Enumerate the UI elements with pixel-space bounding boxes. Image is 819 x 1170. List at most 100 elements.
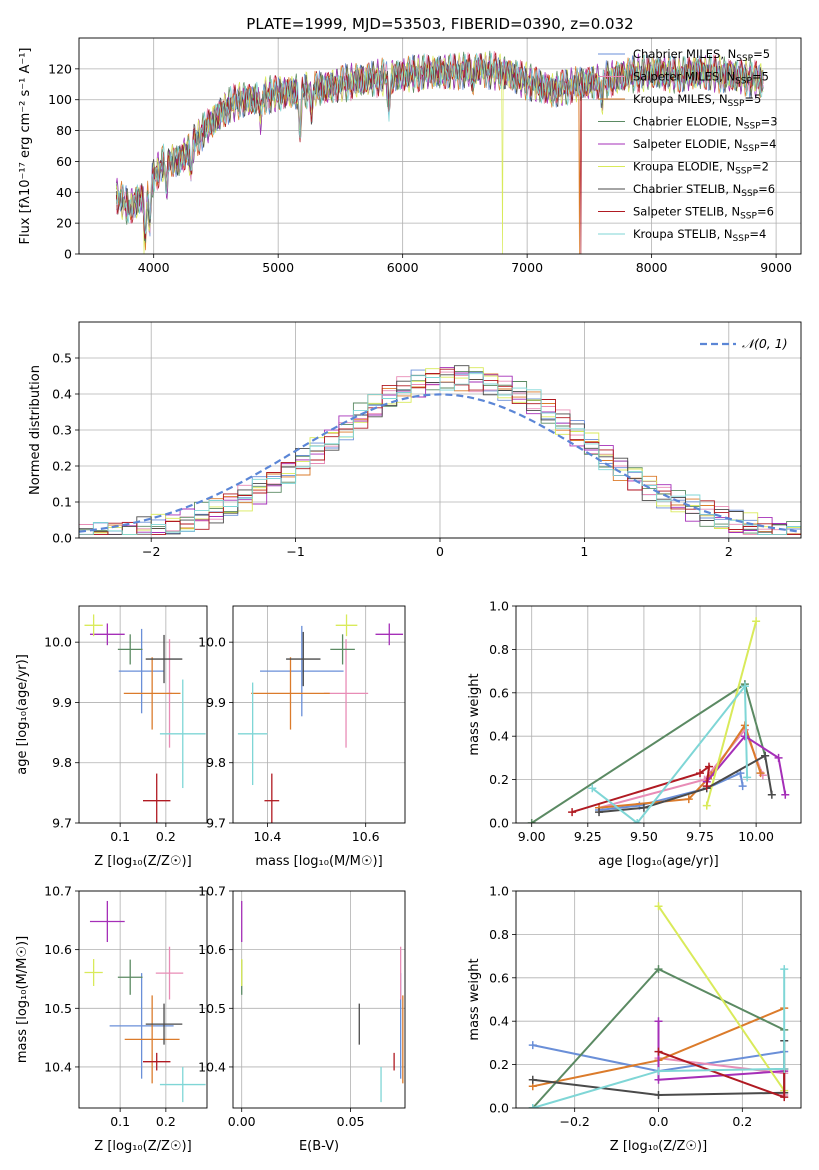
y-tick-label: 0.1 [52, 495, 72, 510]
panel-mass_vs_ebv: 0.00 0.05 10.4 10.5 10.6 10.7 E(B-V) [198, 884, 406, 1154]
spectrum-legend: Chabrier MILES, NSSP=5 Salpeter MILES, NS… [598, 47, 778, 244]
x-tick-label: 9.00 [518, 829, 546, 844]
data-point-5 [335, 614, 358, 637]
data-point-4 [89, 623, 125, 646]
y-tick-label: 0.0 [489, 816, 509, 831]
y-tick-label: 20 [56, 216, 72, 231]
y-tick-label: 0.0 [52, 531, 72, 546]
legend-entry: Kroupa MILES, NSSP=5 [633, 92, 761, 109]
data-point-6 [145, 1003, 183, 1045]
weight-marker [654, 965, 663, 974]
weight-marker [704, 762, 713, 771]
y-tick-label: 0.3 [52, 423, 72, 438]
legend-entry: Kroupa ELODIE, NSSP=2 [633, 160, 769, 177]
data-point-4 [89, 900, 125, 943]
weight-marker [684, 795, 693, 804]
x-axis-label: Z [log₁₀(Z/Z☉)] [94, 1139, 191, 1154]
weight-marker [568, 808, 577, 817]
data-point-4 [375, 623, 404, 646]
x-tick-label: 0.2 [156, 1114, 176, 1129]
x-axis-label: Z [log₁₀(Z/Z☉)] [610, 1139, 707, 1154]
y-axis-label: Flux [fλ10⁻¹⁷ erg cm⁻² s⁻¹ A⁻¹] [18, 48, 33, 245]
x-axis-label: mass [log₁₀(M/M☉)] [255, 854, 382, 869]
x-tick-label: 2 [725, 544, 733, 559]
data-point-0 [118, 628, 165, 714]
weight-marker [780, 965, 789, 974]
y-tick-label: 10.6 [44, 942, 72, 957]
weight-marker [740, 682, 749, 691]
weight-marker [761, 751, 770, 760]
y-tick-label: 1.0 [489, 599, 509, 614]
y-tick-label: 0.2 [489, 772, 509, 787]
x-tick-label: 9.50 [630, 829, 658, 844]
spectrum-series-6 [115, 52, 764, 241]
data-point-7 [143, 773, 171, 823]
y-tick-label: 60 [56, 154, 72, 169]
x-axis-label: E(B-V) [299, 1139, 339, 1154]
data-point-7 [264, 773, 280, 823]
x-tick-label: 10.4 [253, 829, 281, 844]
x-tick-label: −0.2 [559, 1114, 589, 1129]
data-point-7 [143, 1052, 171, 1071]
weight-marker [588, 784, 597, 793]
y-tick-label: 10.6 [198, 942, 226, 957]
x-tick-label: 9000 [760, 260, 792, 275]
y-tick-label: 0.8 [489, 642, 509, 657]
plot-frame [515, 890, 802, 1109]
y-tick-label: 9.8 [52, 755, 72, 770]
legend-entry: Salpeter STELIB, NSSP=6 [633, 205, 774, 222]
data-point-2 [124, 995, 180, 1084]
errorbars [84, 900, 206, 1103]
weight-series-5 [705, 620, 758, 806]
panel-age_vs_Z: 0.1 0.2 9.7 9.8 9.9 10.0 Z [log₁₀(Z/Z☉)] age [l… [15, 605, 208, 869]
hist-series-8 [79, 373, 801, 535]
weight-marker [767, 790, 776, 799]
weight-marker [756, 769, 765, 778]
weight-marker [528, 1075, 537, 1084]
x-tick-label: 10.00 [738, 829, 774, 844]
weight-marker [654, 902, 663, 911]
data-point-8 [159, 679, 206, 789]
x-tick-label: 10.6 [352, 829, 380, 844]
weight-marker [780, 1093, 789, 1102]
y-tick-label: 0 [64, 247, 72, 262]
legend-entry: Kroupa STELIB, NSSP=4 [633, 227, 766, 244]
weight-series-8 [591, 683, 749, 823]
y-tick-label: 10.4 [44, 1059, 72, 1074]
errorbars [241, 900, 404, 1103]
y-tick-label: 0.8 [489, 927, 509, 942]
x-tick-label: 9.75 [686, 829, 714, 844]
legend-entry: Chabrier MILES, NSSP=5 [633, 47, 770, 64]
y-axis-label: mass weight [467, 673, 482, 755]
y-tick-label: 10.7 [44, 884, 72, 899]
x-tick-label: 4000 [138, 260, 170, 275]
weight-marker [781, 790, 790, 799]
y-tick-label: 1.0 [489, 884, 509, 899]
y-tick-label: 0.4 [489, 1014, 509, 1029]
errorbars [84, 614, 206, 823]
weight-marker [654, 1047, 663, 1056]
y-tick-label: 9.9 [206, 695, 226, 710]
y-tick-label: 9.7 [52, 816, 72, 831]
x-tick-label: 6000 [387, 260, 419, 275]
x-tick-label: −1 [286, 544, 304, 559]
x-axis-label: age [log₁₀(age/yr)] [598, 854, 719, 869]
y-tick-label: 10.4 [198, 1059, 226, 1074]
weight-marker [696, 769, 705, 778]
weight-series-7 [571, 764, 711, 814]
hist-series-7 [79, 368, 801, 535]
x-tick-label: 9.25 [574, 829, 602, 844]
y-tick-label: 0.5 [52, 351, 72, 366]
y-tick-label: 0.4 [489, 729, 509, 744]
x-tick-label: 7000 [511, 260, 543, 275]
weight-series-5 [657, 905, 786, 1092]
x-tick-label: 0.1 [110, 1114, 130, 1129]
legend-entry: Chabrier ELODIE, NSSP=3 [633, 115, 778, 132]
data-point-5 [84, 614, 103, 637]
y-tick-label: 0.2 [52, 459, 72, 474]
x-tick-label: −2 [142, 544, 160, 559]
panel-age_vs_mass: 10.4 10.6 9.7 9.8 9.9 10.0 mass [log₁₀(M/M☉)] [198, 605, 406, 869]
y-axis-label: mass [log₁₀(M/M☉)] [15, 936, 30, 1063]
y-tick-label: 10.5 [44, 1001, 72, 1016]
